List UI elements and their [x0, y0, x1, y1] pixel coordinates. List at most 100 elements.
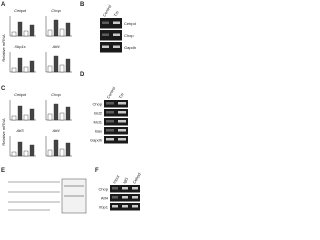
bar [23, 114, 29, 121]
lane-label: Tm [113, 9, 121, 17]
band [122, 187, 128, 190]
band [113, 21, 120, 24]
panel-label: E [1, 168, 5, 174]
blot-strip [104, 127, 128, 135]
bar [65, 58, 71, 73]
chart-title: Cebpd [14, 92, 27, 97]
band [118, 138, 126, 141]
chart-title: Atf4 [51, 44, 60, 49]
band [106, 102, 114, 105]
bar [53, 19, 59, 37]
y-axis-label: Relative mRNA [1, 118, 6, 146]
panel-label: D [80, 72, 85, 78]
blot-strip [104, 118, 128, 126]
bar [17, 21, 23, 37]
blot-strip [104, 109, 128, 117]
band [118, 120, 126, 123]
row-label: Gapdh [124, 45, 136, 50]
bar [11, 115, 17, 121]
bar [23, 150, 29, 157]
bar [53, 103, 59, 121]
panel-label: F [95, 168, 99, 174]
row-label: Cebpd [124, 21, 136, 26]
band [118, 102, 126, 105]
bar [47, 113, 53, 121]
band [106, 138, 114, 141]
lane-label: Input [112, 174, 121, 185]
blot-strip [100, 18, 122, 29]
bar [65, 106, 71, 121]
bar [59, 112, 65, 121]
band [132, 205, 138, 208]
band [106, 129, 114, 132]
bar [59, 28, 65, 37]
band [122, 196, 128, 199]
panel-label: B [80, 2, 85, 8]
bar [65, 22, 71, 37]
panel-label: A [1, 2, 6, 8]
chart-title: Xbp1s [13, 44, 25, 49]
bar [53, 139, 59, 157]
row-label: Chop [98, 187, 108, 192]
band [112, 205, 118, 208]
chart-title: Cebpd [14, 8, 27, 13]
band [118, 111, 126, 114]
band [118, 129, 126, 132]
bar [23, 30, 29, 37]
bar [29, 24, 35, 37]
band [102, 33, 109, 36]
row-label: Chop [124, 33, 134, 38]
bar [59, 64, 65, 73]
lane-label: Cebpd [132, 172, 142, 185]
lane-label: Control [106, 86, 117, 100]
row-label: Bax [95, 129, 102, 134]
band [132, 196, 138, 199]
row-label: Bcl2 [94, 111, 103, 116]
bar [65, 142, 71, 157]
band [122, 205, 128, 208]
bar [17, 105, 23, 121]
y-axis-label: Relative mRNA [1, 34, 6, 62]
band [113, 45, 120, 48]
bar [47, 149, 53, 157]
lane-label: Control [102, 4, 113, 18]
bar [23, 66, 29, 73]
bar [47, 29, 53, 37]
band [112, 187, 118, 190]
panel-label: C [1, 86, 6, 92]
chart-title: Atf4 [51, 128, 60, 133]
bar [29, 144, 35, 157]
band [106, 111, 114, 114]
lane-label: IgG [122, 176, 130, 184]
bar [11, 151, 17, 157]
band [132, 187, 138, 190]
band [106, 120, 114, 123]
figure: A B C D E F Cebpd Chop Xbp1s Atf4 Relative m… [1, 2, 142, 214]
bar [53, 55, 59, 73]
sequence-alignment [8, 178, 87, 214]
bar [11, 31, 17, 37]
band [102, 45, 109, 48]
blot-strip [100, 30, 122, 41]
bar [11, 67, 17, 73]
blot-strip [100, 42, 122, 53]
row-label: Gapdh [90, 138, 102, 143]
band [113, 33, 120, 36]
bar [59, 148, 65, 157]
blot-strip [104, 136, 128, 144]
row-label: Chop [92, 102, 102, 107]
row-label: Xbp1 [99, 205, 109, 210]
row-label: Mcl1 [94, 120, 103, 125]
band [102, 21, 109, 24]
bar [47, 65, 53, 73]
chart-title: Atf3 [15, 128, 24, 133]
band [112, 196, 118, 199]
chart-title: Chop [51, 92, 61, 97]
bar [29, 60, 35, 73]
row-label: Atf4 [101, 196, 109, 201]
chart-title: Chop [51, 8, 61, 13]
lane-label: Tm [118, 91, 126, 99]
bar [17, 57, 23, 73]
bar [29, 108, 35, 121]
bar [17, 141, 23, 157]
